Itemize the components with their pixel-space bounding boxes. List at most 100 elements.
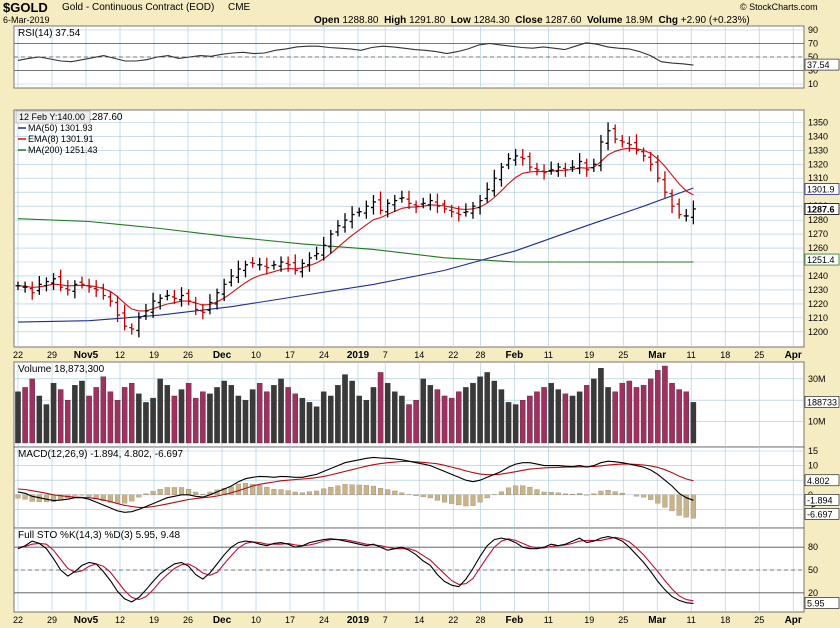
x-tick-label: Feb xyxy=(506,615,524,626)
ohlc-bar xyxy=(306,252,312,272)
ohlc-bar xyxy=(470,201,476,219)
x-tick-label: 2019 xyxy=(347,350,370,361)
macd-value-tag: 4.802 xyxy=(807,476,830,486)
x-tick-label: 12 xyxy=(115,350,125,360)
macd-histogram-bar xyxy=(22,494,28,500)
ma200-line xyxy=(17,218,694,263)
macd-histogram-bar xyxy=(541,491,547,495)
ohlc-bar xyxy=(278,256,284,272)
volume-bar xyxy=(583,385,590,444)
macd-histogram-bar xyxy=(441,494,448,503)
volume-bar xyxy=(285,387,291,444)
volume-bar xyxy=(477,376,483,444)
ohlc-bar xyxy=(676,198,682,219)
macd-histogram-bar xyxy=(250,484,256,495)
volume-bar xyxy=(683,391,690,444)
volume-value-tag-box xyxy=(804,396,840,408)
ohlc-bar xyxy=(434,193,440,214)
legend-entry: EMA(8) 1301.91 xyxy=(28,134,94,144)
volume-bar xyxy=(235,395,242,444)
macd-histogram-bar xyxy=(15,494,21,499)
volume-bar xyxy=(185,382,192,444)
volume-value-tag: 188733 xyxy=(807,397,837,407)
volume-bar xyxy=(278,378,284,444)
ohlc-bar xyxy=(442,199,448,214)
price-y-tick-label: 1210 xyxy=(808,313,828,323)
price-y-tick-label: 1310 xyxy=(808,173,828,183)
x-tick-label: 11 xyxy=(687,615,696,625)
ohlc-bar xyxy=(662,171,668,198)
volume-bar xyxy=(555,389,562,444)
ohlc-bar xyxy=(122,304,128,331)
macd-histogram-bar xyxy=(427,494,433,499)
macd-histogram-bar xyxy=(434,494,440,501)
macd-histogram-bar xyxy=(484,494,490,499)
chg-value: +2.90 (+0.23%) xyxy=(680,15,750,26)
rsi-y-tick-label: 10 xyxy=(808,79,818,89)
x-tick-label: 25 xyxy=(754,615,764,625)
rsi-label: RSI(14) 37.54 xyxy=(18,28,81,39)
x-tick-label: 18 xyxy=(720,350,730,360)
macd-label: MACD(12,26,9) -1.894, 4.802, -6.697 xyxy=(18,449,184,460)
volume-bar xyxy=(207,393,213,444)
volume-bar xyxy=(299,397,306,444)
macd-histogram-bar xyxy=(619,492,625,495)
ohlc-bar xyxy=(171,289,177,304)
open-label: Open xyxy=(314,15,340,26)
ohlc-bar xyxy=(392,194,398,212)
ohlc-bar xyxy=(619,134,625,148)
macd-histogram-bar xyxy=(505,487,512,495)
volume-bar xyxy=(448,397,455,444)
volume-bar xyxy=(384,382,391,444)
volume-bar xyxy=(626,380,633,444)
ohlc-bar xyxy=(548,161,554,175)
brand-label[interactable]: © StockCharts.com xyxy=(740,2,818,12)
volume-bar xyxy=(413,400,419,444)
x-tick-label: Apr xyxy=(785,615,802,626)
volume-bar xyxy=(271,385,277,444)
macd-histogram-bar xyxy=(342,484,348,495)
ohlc-bar xyxy=(570,160,576,172)
macd-histogram-bar xyxy=(690,494,696,519)
ohlc-bar xyxy=(221,278,227,302)
ohlc-bar xyxy=(356,207,362,217)
volume-bar xyxy=(114,400,121,444)
ohlc-bar xyxy=(299,259,305,278)
x-tick-label: Mar xyxy=(648,615,666,626)
volume-bar xyxy=(399,395,405,444)
macd-histogram-bar xyxy=(306,491,313,495)
low-label: Low xyxy=(450,15,471,26)
ohlc-bar xyxy=(186,289,192,306)
price-y-tick-label: 1330 xyxy=(808,145,828,155)
volume-bar xyxy=(256,382,263,444)
hover-box xyxy=(15,110,91,124)
macd-histogram-bar xyxy=(114,494,121,504)
volume-bar xyxy=(420,378,426,444)
price-y-tick-label: 1280 xyxy=(808,215,828,225)
ohlc-bar xyxy=(79,276,85,289)
vol-y-tick-label: 10M xyxy=(808,417,826,427)
volume-bar xyxy=(612,391,618,444)
x-tick-label: 29 xyxy=(47,615,57,625)
ohlc-bar xyxy=(555,162,561,177)
volume-value: 18.9M xyxy=(625,15,653,26)
ohlc-bar xyxy=(214,288,220,310)
macd-y-tick-label: 15 xyxy=(808,446,818,456)
volume-bar xyxy=(463,387,469,444)
volume-bar xyxy=(434,389,441,444)
macd-value-tag-box xyxy=(804,474,840,487)
macd-y-tick-label: 10 xyxy=(808,461,818,471)
volume-bar xyxy=(335,385,341,444)
volume-bar xyxy=(676,389,682,444)
macd-histogram-bar xyxy=(527,486,533,495)
ohlc-bar xyxy=(143,303,149,320)
ohlc-bar xyxy=(584,158,590,177)
volume-bar xyxy=(598,367,604,444)
macd-value-tag-box xyxy=(804,494,840,506)
macd-histogram-bar xyxy=(164,487,170,495)
volume-bar xyxy=(178,389,185,444)
ohlc-bar xyxy=(164,289,170,301)
volume-bar xyxy=(647,378,654,444)
volume-bar xyxy=(456,391,462,444)
